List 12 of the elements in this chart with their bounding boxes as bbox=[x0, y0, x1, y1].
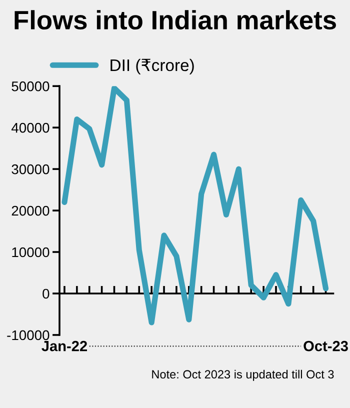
legend-label: DII (₹crore) bbox=[110, 58, 194, 74]
y-tick-label: 40000 bbox=[11, 122, 50, 133]
x-tick-label: Oct-23 bbox=[304, 340, 348, 352]
x-tick-label: Jan-22 bbox=[42, 340, 87, 352]
y-tick-label: 10000 bbox=[12, 247, 50, 258]
y-tick-label: 20000 bbox=[12, 206, 50, 216]
text: Note: Oct 2023 is updated till Oct 3 bbox=[152, 370, 334, 381]
y-tick-label: 30000 bbox=[12, 164, 50, 174]
chart-title: Flows into Indian markets bbox=[14, 10, 336, 30]
y-tick-label: -10000 bbox=[7, 330, 50, 340]
y-tick-label: 50000 bbox=[12, 81, 50, 92]
y-tick-label: 0 bbox=[42, 288, 50, 299]
